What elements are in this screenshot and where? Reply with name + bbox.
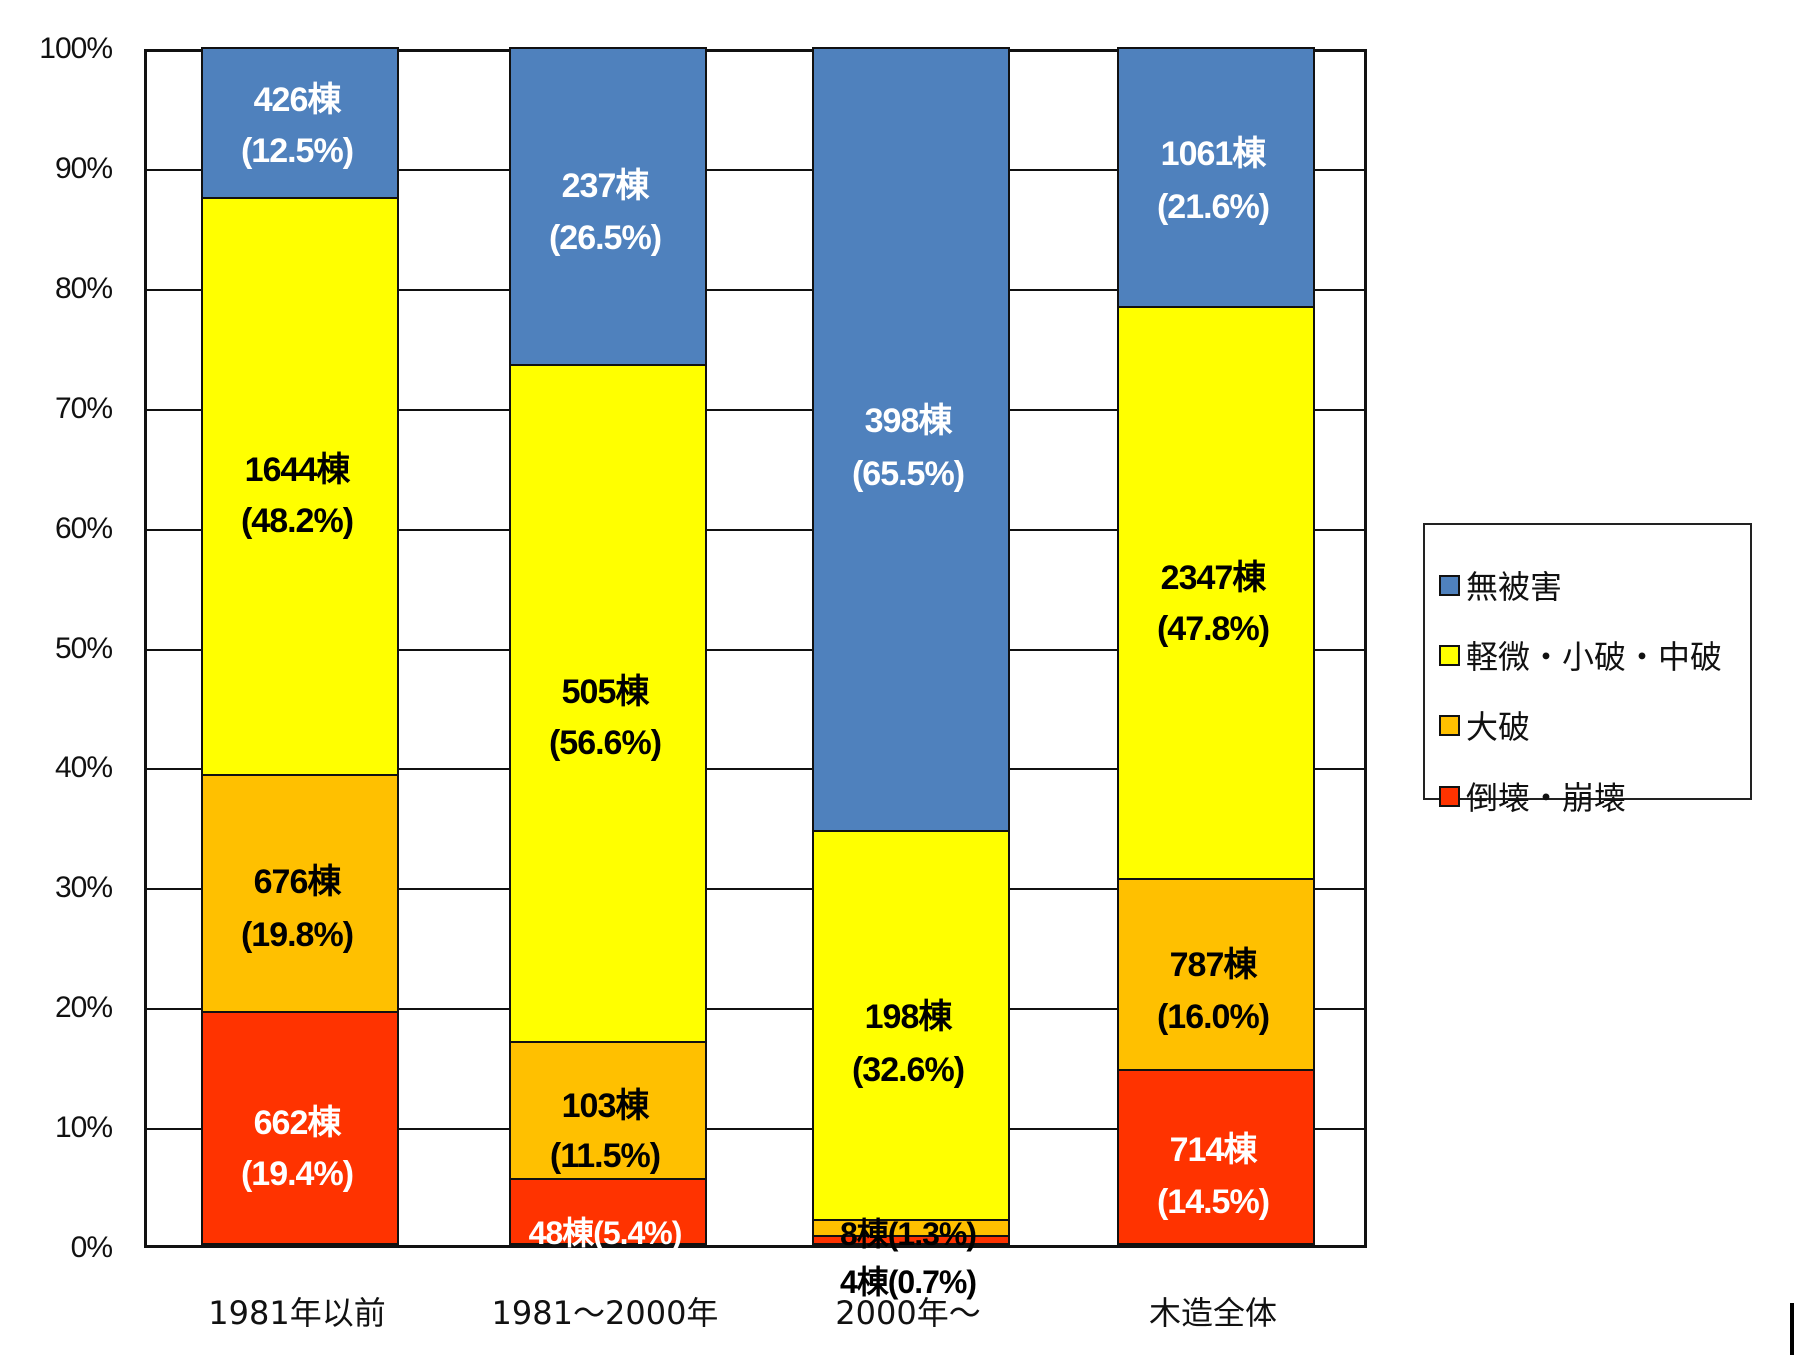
data-label: 1061棟: [1160, 135, 1267, 173]
gridline: [147, 528, 1364, 531]
x-tick-label: 1981～2000年: [491, 1294, 719, 1332]
y-tick-label: 80%: [54, 271, 113, 305]
legend-label: 軽微・小破・中破: [1466, 638, 1723, 676]
data-label: (32.6%): [851, 1051, 965, 1089]
bar-segment: [201, 196, 399, 776]
bar-segment: [201, 47, 399, 199]
gridline: [147, 1128, 1364, 1131]
bar-0: [201, 47, 399, 1245]
data-label: (56.6%): [548, 724, 662, 762]
legend: 無被害軽微・小破・中破 大破倒壊・崩壊: [1423, 523, 1752, 817]
data-label: (14.5%): [1156, 1183, 1270, 1221]
data-label: (21.6%): [1156, 188, 1270, 226]
bar-segment: [812, 829, 1010, 1222]
y-tick-label: 20%: [54, 991, 113, 1025]
data-label: (19.8%): [240, 916, 354, 954]
plot-area: [144, 47, 1367, 1248]
bar-segment: [509, 1040, 707, 1181]
data-label: 398棟: [864, 402, 953, 440]
bar-1: [509, 47, 707, 1245]
bar-segment: [509, 47, 707, 366]
y-tick-label: 60%: [54, 511, 113, 545]
bar-2: [812, 47, 1010, 1245]
y-tick-label: 100%: [39, 32, 113, 65]
data-label: 714棟: [1169, 1131, 1258, 1169]
legend-label: 大破: [1466, 708, 1531, 746]
legend-swatch-icon: [1439, 574, 1460, 596]
bar-3: [1117, 47, 1315, 1245]
y-tick-label: 10%: [54, 1111, 113, 1145]
data-label: 505棟: [561, 673, 650, 711]
legend-item: 無被害: [1439, 562, 1562, 608]
legend-label: 無被害: [1466, 568, 1563, 606]
bar-segment: [1117, 305, 1315, 880]
data-label: (26.5%): [548, 219, 662, 257]
bar-segment: [1117, 877, 1315, 1072]
gridline: [147, 1008, 1364, 1011]
bar-segment: [1117, 1069, 1315, 1245]
data-label: 198棟: [864, 998, 953, 1036]
legend-swatch-icon: [1439, 785, 1460, 807]
gridline: [147, 408, 1364, 411]
bar-segment: [201, 773, 399, 1013]
data-label: (11.5%): [549, 1137, 661, 1175]
legend-swatch-icon: [1439, 714, 1460, 736]
gridline: [147, 888, 1364, 891]
y-tick-label: 40%: [54, 751, 113, 785]
data-label: 2347棟: [1160, 559, 1267, 597]
data-label: (47.8%): [1156, 610, 1270, 648]
bar-segment: [1117, 47, 1315, 308]
x-tick-label: 2000年～: [835, 1294, 981, 1332]
text-cursor-mark: [1790, 1303, 1794, 1355]
x-tick-label: 1981年以前: [208, 1294, 386, 1332]
y-tick-label: 50%: [54, 631, 113, 665]
data-label: (65.5%): [851, 455, 965, 493]
data-label: 1644棟: [244, 451, 351, 489]
data-label: 103棟: [561, 1087, 650, 1125]
gridline: [147, 768, 1364, 771]
y-tick-label: 70%: [54, 391, 113, 425]
x-tick-label: 木造全体: [1148, 1294, 1277, 1332]
y-tick-label: 90%: [54, 151, 113, 185]
y-tick-label: 0%: [70, 1231, 113, 1264]
data-label: 48棟(5.4%): [528, 1215, 683, 1251]
legend-label: 倒壊・崩壊: [1466, 779, 1627, 817]
bar-segment: [509, 1178, 707, 1245]
legend-item: 軽微・小破・中破: [1439, 632, 1722, 678]
data-label: 676棟: [253, 863, 342, 901]
legend-item: 大破: [1439, 702, 1530, 748]
bar-segment: [509, 363, 707, 1043]
legend-item: 倒壊・崩壊: [1439, 773, 1626, 819]
y-tick-label: 30%: [54, 871, 113, 905]
data-label: (19.4%): [240, 1155, 354, 1193]
data-label: 237棟: [561, 167, 650, 205]
data-label: 662棟: [253, 1104, 342, 1142]
data-label: 426棟: [253, 81, 342, 119]
bar-segment: [812, 47, 1010, 832]
data-label: 4棟(0.7%): [839, 1264, 977, 1300]
data-label: (48.2%): [240, 502, 354, 540]
data-label: 8棟(1.3%): [839, 1216, 977, 1252]
data-label: 787棟: [1169, 946, 1258, 984]
data-label: (16.0%): [1156, 998, 1270, 1036]
bar-segment: [201, 1010, 399, 1245]
gridline: [147, 168, 1364, 171]
gridline: [147, 648, 1364, 651]
legend-swatch-icon: [1439, 644, 1460, 666]
gridline: [147, 288, 1364, 291]
data-label: (12.5%): [240, 132, 354, 170]
